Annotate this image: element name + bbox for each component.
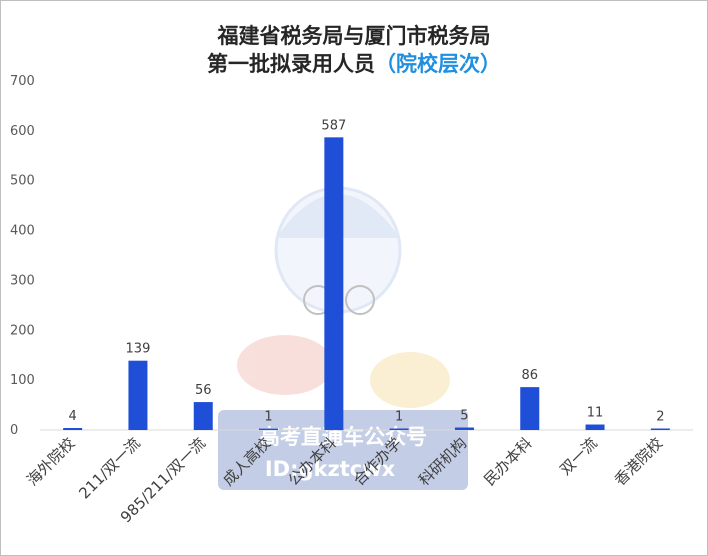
y-axis-ticks: 0 100 200 300 400 500 600 700 <box>10 74 35 438</box>
y-tick-label: 200 <box>10 323 35 338</box>
y-tick-label: 100 <box>10 373 35 388</box>
watermark-mascot-glasses-right <box>345 285 375 315</box>
category-label: 民办本科 <box>480 434 535 489</box>
y-tick-label: 300 <box>10 273 35 288</box>
watermark-mascot-fish-left <box>237 335 333 395</box>
y-tick-label: 0 <box>10 423 18 438</box>
bar <box>128 360 148 430</box>
data-label: 11 <box>587 406 604 421</box>
y-tick-label: 500 <box>10 174 35 189</box>
bars <box>63 137 670 431</box>
data-label: 5 <box>460 409 468 424</box>
bar <box>193 402 213 430</box>
data-label: 1 <box>395 410 403 425</box>
bar <box>259 428 279 430</box>
data-label: 86 <box>521 368 538 383</box>
data-label: 4 <box>69 409 77 424</box>
category-label: 211/双一流 <box>75 434 143 502</box>
y-tick-label: 600 <box>10 124 35 139</box>
category-label: 双一流 <box>556 434 601 479</box>
category-label: 海外院校 <box>23 434 78 489</box>
bar <box>454 427 474 430</box>
watermark-mascot-fish-right <box>370 352 450 408</box>
data-label: 56 <box>195 383 212 398</box>
data-label: 587 <box>321 118 346 133</box>
chart-title-line1: 福建省税务局与厦门市税务局 <box>217 24 491 48</box>
y-tick-label: 400 <box>10 224 35 239</box>
data-label: 139 <box>126 342 151 357</box>
bar <box>585 424 605 430</box>
chart-title-line2-text: 第一批拟录用人员 <box>207 52 375 76</box>
data-label: 2 <box>656 410 664 425</box>
bar <box>520 387 540 430</box>
chart-title-highlight: （院校层次） <box>375 52 501 76</box>
chart-title: 福建省税务局与厦门市税务局 第一批拟录用人员（院校层次） <box>0 22 708 78</box>
data-label: 1 <box>264 410 272 425</box>
bar <box>389 428 409 430</box>
bar <box>324 137 344 431</box>
watermark-text-line2: ID:gkztcwx <box>265 457 396 481</box>
data-labels: 4 139 56 1 587 1 5 86 11 2 <box>69 118 665 424</box>
bar <box>650 428 670 430</box>
bar <box>63 428 83 430</box>
chart-title-line2: 第一批拟录用人员（院校层次） <box>0 50 708 78</box>
y-tick-label: 700 <box>10 74 35 89</box>
category-label: 香港院校 <box>611 434 666 489</box>
